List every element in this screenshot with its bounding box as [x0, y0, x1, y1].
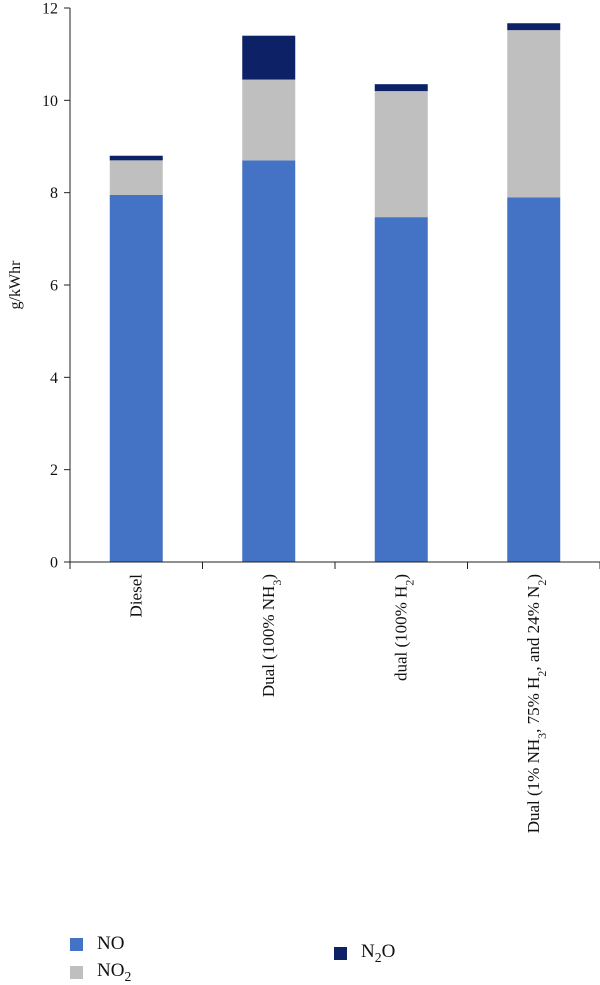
y-tick-label-2: 2: [50, 462, 58, 479]
legend-label-no: NO: [97, 933, 125, 954]
bar-n2o-2: [242, 35, 296, 80]
bar-no2-4: [507, 30, 561, 198]
bars-group: [109, 23, 561, 563]
x-category-label-2: Dual (100% NH3): [259, 574, 284, 697]
x-category-label-4: Dual (1% NH3, 75% H2, and 24% N2): [524, 574, 549, 833]
legend-swatch-no: [70, 937, 83, 951]
bar-no-4: [507, 197, 561, 562]
legend-swatch-n2o: [334, 946, 347, 960]
bar-n2o-4: [507, 23, 561, 31]
y-tick-label-12: 12: [42, 1, 58, 18]
y-tick-label-6: 6: [50, 278, 58, 295]
bar-n2o-1: [109, 155, 163, 161]
y-tick-label-4: 4: [50, 370, 58, 387]
x-category-labels: Diesel Dual (100% NH3) dual (100% H2) Dual …: [126, 574, 549, 834]
bar-no-2: [242, 160, 296, 562]
bar-no2-1: [109, 160, 163, 195]
bar-no2-3: [374, 91, 428, 218]
y-tick-label-10: 10: [42, 93, 58, 110]
legend-label-n2o: N2O: [361, 941, 396, 965]
y-axis-title: g/kWhr: [7, 260, 24, 310]
bar-no-1: [109, 194, 163, 563]
x-category-label-1: Diesel: [126, 574, 145, 618]
bar-no-3: [374, 217, 428, 562]
legend-item-no2: NO2: [70, 960, 131, 985]
y-tick-label-8: 8: [50, 185, 58, 202]
bar-no2-2: [242, 79, 296, 161]
legend-label-no2: NO2: [97, 960, 132, 984]
legend-item-no: NO: [70, 933, 124, 955]
bar-n2o-3: [374, 84, 428, 92]
legend-swatch-no2: [70, 965, 83, 979]
x-category-label-3: dual (100% H2): [391, 574, 416, 681]
legend-item-n2o: N2O: [334, 941, 395, 966]
y-tick-label-0: 0: [50, 555, 58, 572]
y-ticks-group: 0 2 4 6 8 10 12: [42, 1, 70, 572]
